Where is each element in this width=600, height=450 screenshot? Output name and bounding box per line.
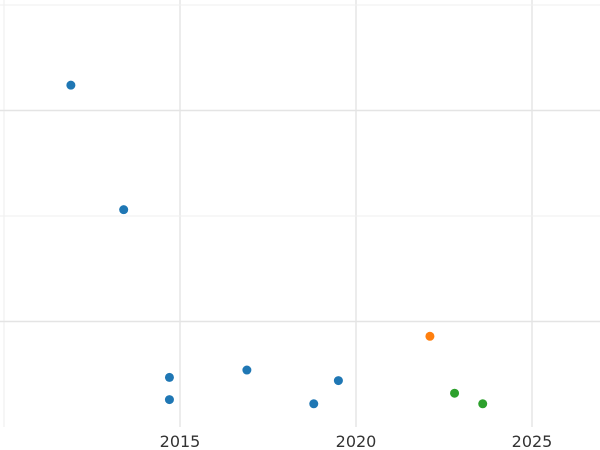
x-ticks: 2015 2020 2025 [160,432,553,450]
data-point [425,331,435,341]
data-point [164,395,174,405]
data-point [333,376,343,386]
points [66,80,488,409]
x-tick-label: 2020 [336,432,377,450]
data-point [478,399,488,409]
data-point [119,205,129,215]
data-point [450,388,460,398]
data-point [242,365,252,375]
data-point [309,399,319,409]
grid [0,0,600,427]
x-tick-label: 2015 [160,432,201,450]
data-point [66,80,76,90]
x-tick-label: 2025 [512,432,553,450]
data-point [164,372,174,382]
